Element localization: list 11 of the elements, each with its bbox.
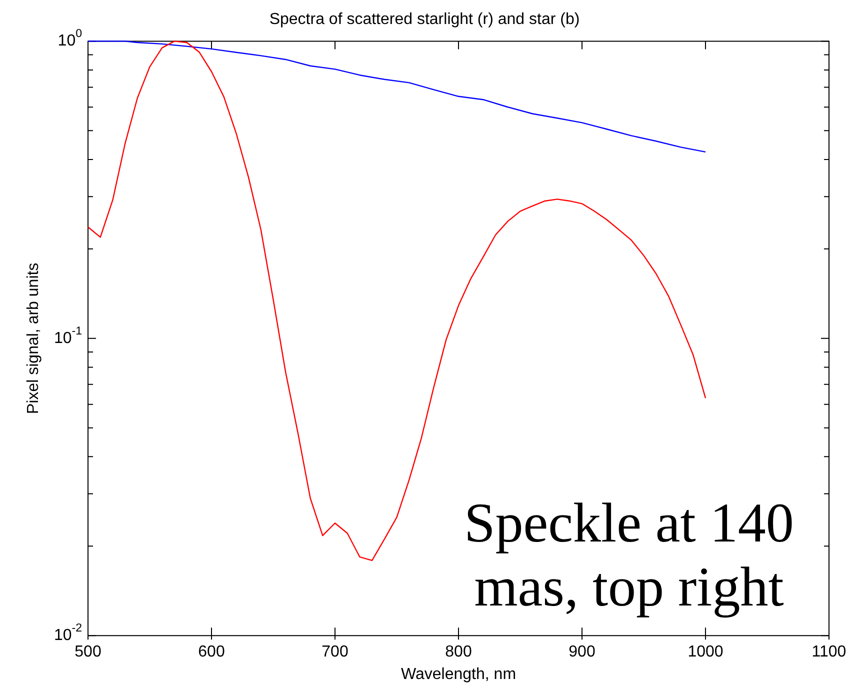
x-tick-label: 900 xyxy=(568,644,596,661)
x-tick-label: 1100 xyxy=(812,644,846,661)
x-tick-label: 800 xyxy=(445,644,472,661)
x-tick-label: 600 xyxy=(198,644,225,661)
y-axis-title: Pixel signal, arb units xyxy=(25,262,42,414)
x-tick-label: 700 xyxy=(322,644,348,661)
x-axis-title: Wavelength, nm xyxy=(400,666,516,683)
annotation: Speckle at 140 mas, top right xyxy=(464,492,794,619)
chart-title: Spectra of scattered starlight (r) and star (b) xyxy=(269,11,580,28)
x-tick-label: 1000 xyxy=(688,644,724,661)
x-tick-label: 500 xyxy=(74,644,102,661)
